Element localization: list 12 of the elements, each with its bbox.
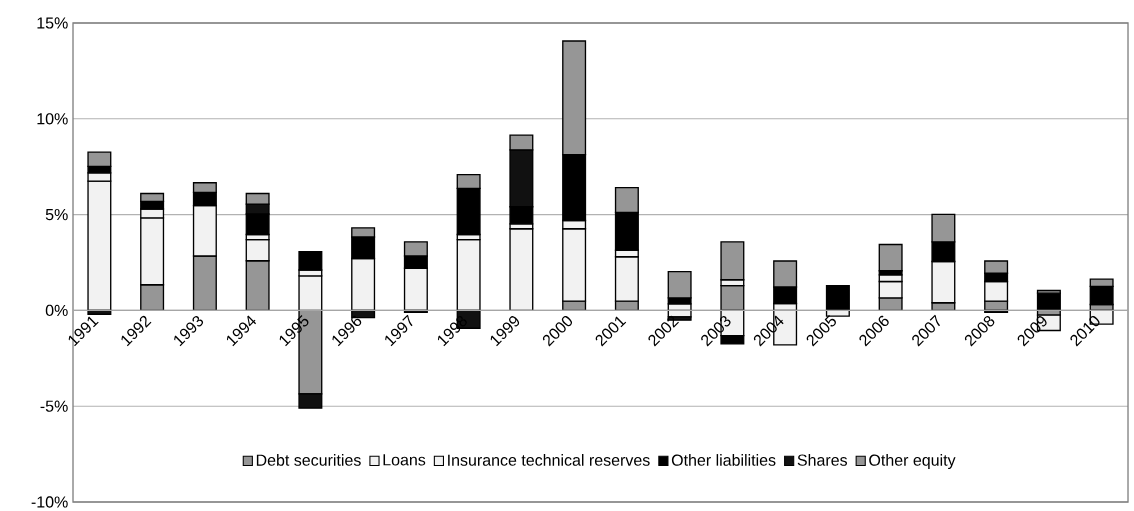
y-tick-label: 5%	[45, 208, 68, 221]
y-tick-label: 15%	[37, 17, 68, 29]
legend-label: Loans	[383, 454, 426, 466]
legend-label: Shares	[797, 454, 848, 466]
y-tick-label: -10%	[31, 496, 68, 508]
y-tick-label: -5%	[40, 400, 68, 412]
y-tick-label: 10%	[37, 113, 68, 125]
legend-label: Other equity	[869, 454, 956, 469]
legend-label: Debt securities	[256, 454, 361, 466]
legend-label: Insurance technical reserves	[448, 454, 650, 466]
y-tick-label: 0%	[45, 304, 68, 317]
legend-label: Other liabilities	[671, 454, 776, 466]
